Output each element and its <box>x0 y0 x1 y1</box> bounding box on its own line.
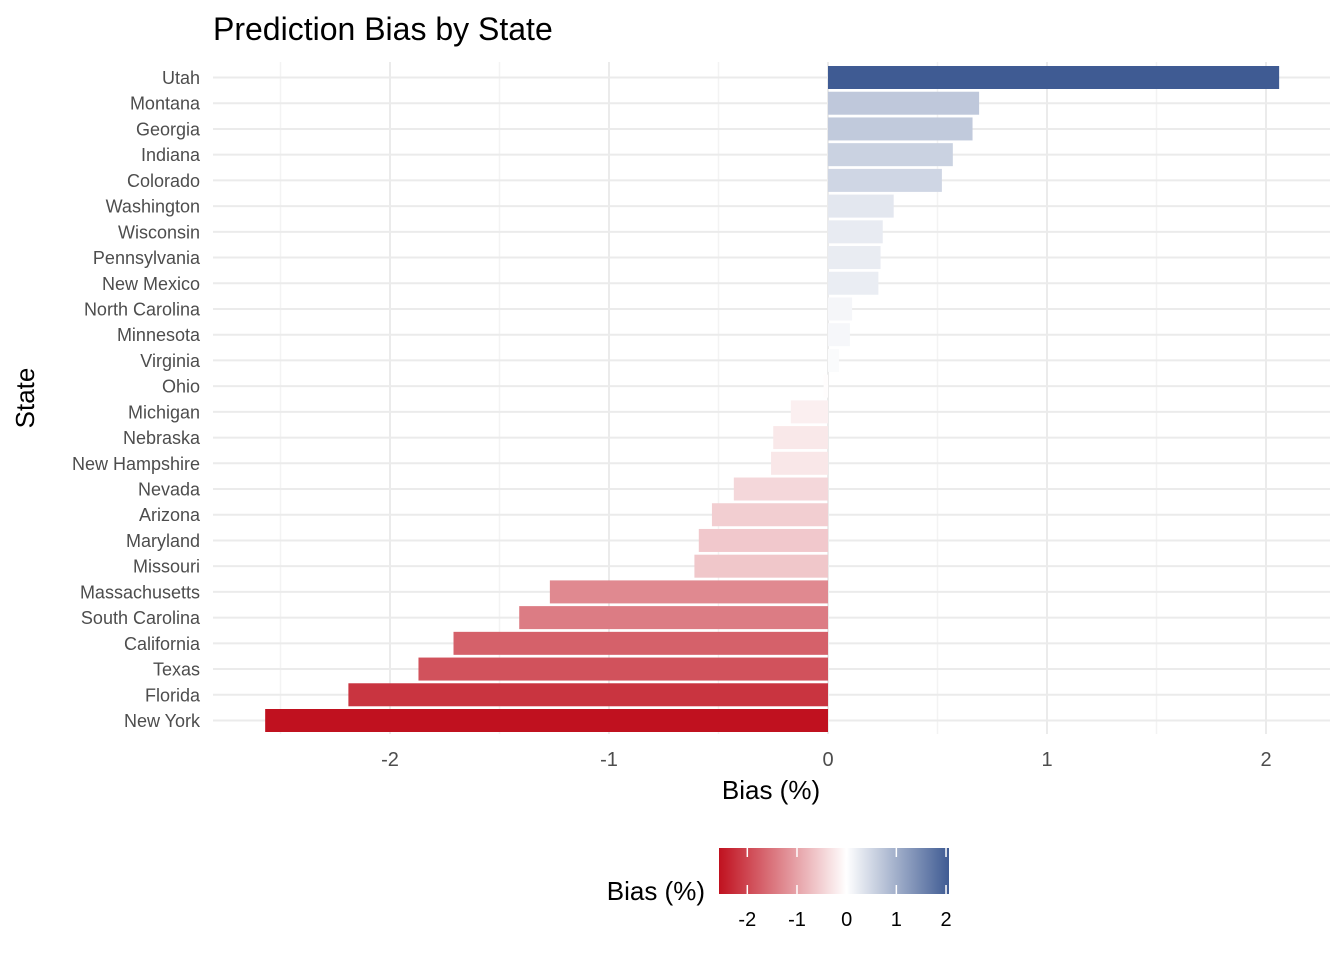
state-label: New Hampshire <box>72 454 200 474</box>
legend-tick-label: 0 <box>841 909 852 931</box>
y-axis-title: State <box>10 368 40 429</box>
state-label: New York <box>124 711 201 731</box>
legend-tick-label: -1 <box>788 909 806 931</box>
state-labels: Utah Montana Georgia Indiana Colorado Washing… <box>72 68 201 731</box>
bar-virginia <box>828 348 839 372</box>
bar-wisconsin <box>828 220 883 244</box>
state-label: Minnesota <box>117 325 201 345</box>
legend-title: Bias (%) <box>607 876 705 906</box>
x-axis-ticks: -2 -1 0 1 2 <box>381 749 1271 771</box>
state-label: Georgia <box>136 119 201 139</box>
bar-california <box>453 631 828 655</box>
state-label: Missouri <box>133 557 200 577</box>
bar-new-york <box>265 709 828 732</box>
state-label: Massachusetts <box>80 582 200 602</box>
bar-pennsylvania <box>828 246 881 270</box>
bar-nebraska <box>773 426 828 450</box>
x-tick-label: -1 <box>600 749 618 771</box>
state-label: Washington <box>106 197 200 217</box>
state-label: Michigan <box>128 402 200 422</box>
state-label: Virginia <box>140 351 201 371</box>
state-label: California <box>124 634 201 654</box>
bar-ohio <box>823 374 828 398</box>
bar-new-hampshire <box>771 451 828 475</box>
state-label: Ohio <box>162 377 200 397</box>
bar-north-carolina <box>828 297 853 321</box>
state-label: South Carolina <box>81 608 201 628</box>
bar-nevada <box>733 477 828 501</box>
x-tick-label: -2 <box>381 749 399 771</box>
color-legend: Bias (%) -2 -1 0 1 2 <box>607 848 952 931</box>
bar-missouri <box>694 554 828 578</box>
legend-tick-label: 1 <box>891 909 902 931</box>
bar-new-mexico <box>828 271 879 295</box>
state-label: New Mexico <box>102 274 200 294</box>
state-label: Colorado <box>127 171 200 191</box>
bar-maryland <box>698 528 828 552</box>
bar-colorado <box>828 168 942 192</box>
bar-minnesota <box>828 323 850 347</box>
bar-south-carolina <box>519 606 828 630</box>
state-label: Utah <box>162 68 200 88</box>
legend-ticks: -2 -1 0 1 2 <box>738 848 952 931</box>
bar-washington <box>828 194 894 218</box>
bar-texas <box>418 657 828 681</box>
state-label: Wisconsin <box>118 222 200 242</box>
x-tick-label: 1 <box>1041 749 1052 771</box>
state-label: Nebraska <box>123 428 201 448</box>
bar-michigan <box>790 400 828 424</box>
state-label: Montana <box>130 94 201 114</box>
state-label: Texas <box>153 660 200 680</box>
chart-title: Prediction Bias by State <box>213 11 553 47</box>
bars <box>265 66 1280 732</box>
state-label: Arizona <box>139 505 201 525</box>
x-axis-title: Bias (%) <box>722 775 820 805</box>
bar-indiana <box>828 143 953 167</box>
legend-colorbar <box>719 848 949 894</box>
state-label: Nevada <box>138 480 201 500</box>
bar-montana <box>828 91 980 115</box>
state-label: Maryland <box>126 531 200 551</box>
x-tick-label: 0 <box>822 749 833 771</box>
legend-tick-label: 2 <box>940 909 951 931</box>
state-label: Pennsylvania <box>93 248 201 268</box>
state-label: Florida <box>145 685 201 705</box>
state-label: North Carolina <box>84 299 201 319</box>
state-label: Indiana <box>141 145 201 165</box>
legend-tick-label: -2 <box>738 909 756 931</box>
bar-arizona <box>711 503 828 527</box>
bar-georgia <box>828 117 973 141</box>
bar-massachusetts <box>549 580 828 604</box>
bar-utah <box>828 66 1280 89</box>
x-tick-label: 2 <box>1260 749 1271 771</box>
bar-florida <box>348 683 828 707</box>
